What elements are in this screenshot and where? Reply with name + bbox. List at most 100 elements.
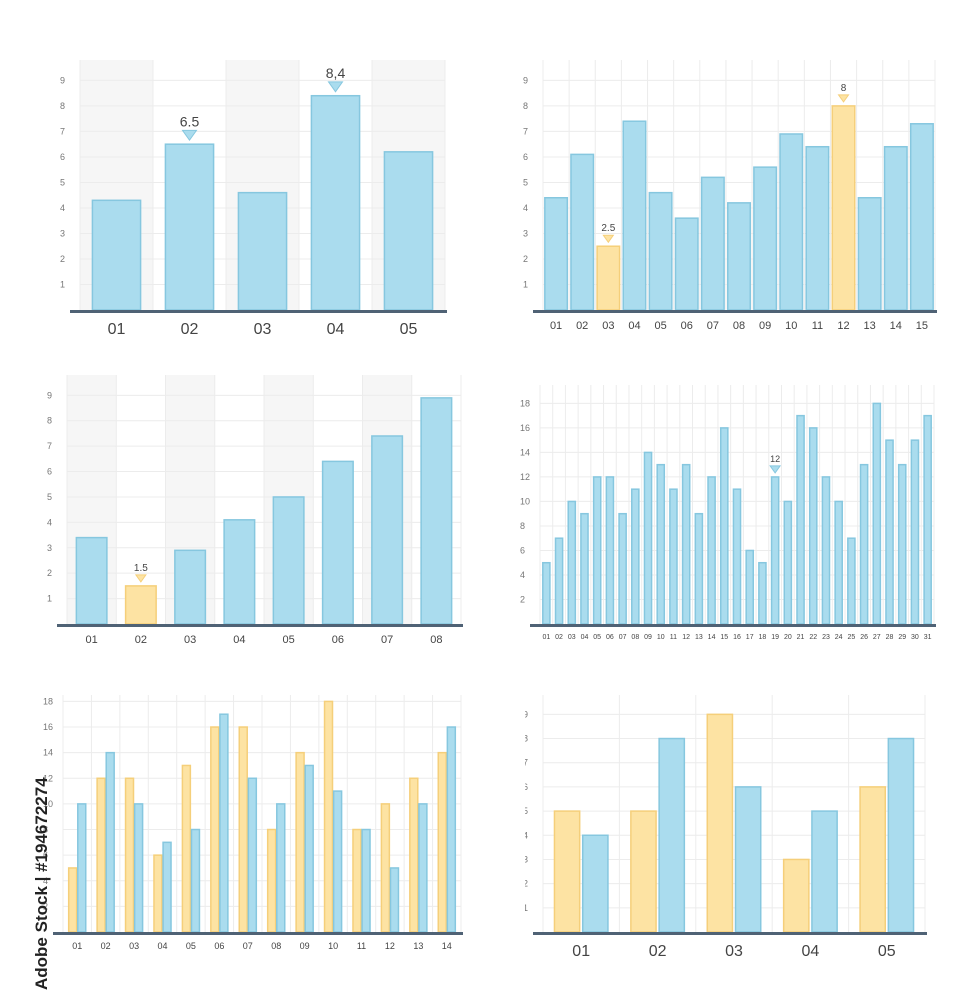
x-tick-label: 10: [328, 941, 338, 951]
bar-31: [923, 414, 932, 625]
bar-blue-09: [304, 764, 314, 933]
x-tick-label: 02: [181, 321, 199, 338]
bar-yellow-02: [630, 810, 657, 933]
y-tick-label: 9: [523, 75, 528, 85]
bar-yellow-08: [266, 828, 277, 933]
bar-07: [618, 512, 627, 625]
bar-yellow-06: [210, 726, 220, 933]
y-tick-label: 8: [520, 521, 525, 531]
y-tick-label: 7: [47, 441, 52, 451]
bar-yellow-07: [238, 726, 248, 933]
x-tick-label: 04: [802, 943, 820, 960]
bar-05: [648, 191, 673, 311]
x-tick-label: 12: [682, 634, 690, 641]
annotation-label: 2.5: [601, 223, 615, 234]
y-tick-label: 5: [523, 177, 528, 187]
bar-19: [770, 476, 780, 625]
y-tick-label: 7: [523, 126, 528, 136]
bar-yellow-01: [67, 867, 78, 933]
x-tick-label: 11: [812, 320, 823, 332]
y-tick-label: 8: [523, 101, 528, 111]
bar-yellow-11: [352, 828, 362, 933]
bar-21: [796, 414, 805, 625]
y-tick-label: 1: [60, 279, 65, 289]
bar-blue-04: [162, 841, 172, 933]
y-tick-label: 18: [520, 398, 530, 408]
y-tick-label: 7: [525, 758, 528, 768]
bar-03: [237, 191, 288, 311]
x-tick-label: 03: [725, 943, 743, 960]
y-tick-label: 6: [60, 152, 65, 162]
y-tick-label: 7: [60, 126, 65, 136]
x-tick-label: 14: [890, 320, 902, 332]
x-tick-label: 05: [593, 634, 601, 641]
y-tick-label: 2: [525, 879, 528, 889]
bar-15: [909, 123, 934, 311]
chart-1-svg: 1 2 3 4 5 6 7 8 9 6.5 8,4 01 02 03 04 05: [60, 60, 447, 338]
bar-11: [669, 488, 678, 625]
y-tick-label: 4: [523, 203, 528, 213]
x-tick-label: 25: [847, 634, 855, 641]
bar-yellow-02: [96, 777, 106, 933]
y-tick-label: 1: [47, 594, 52, 604]
bar-01: [91, 199, 142, 311]
x-tick-label: 07: [707, 320, 719, 332]
bar-04: [580, 512, 589, 625]
x-tick-label: 07: [243, 941, 253, 951]
y-tick-label: 2: [47, 568, 52, 578]
chart-3-svg: 1 2 3 4 5 6 7 8 9 1.5 01 02 03 04 05 06 07 08: [47, 375, 463, 646]
bar-05: [383, 151, 434, 311]
x-tick-label: 14: [708, 634, 716, 641]
y-tick-label: 6: [520, 545, 525, 555]
bar-07: [371, 435, 404, 625]
x-tick-label: 02: [135, 634, 147, 646]
chart-3-eight-bars: 1 2 3 4 5 6 7 8 9 1.5 01 02 03 04 05 06 07 08: [35, 370, 465, 650]
watermark: Adobe Stock | #194672274: [2, 760, 51, 990]
chart-2-fifteen-bars: 1 2 3 4 5 6 7 8 9 2.5 8 01 02 03 04 05 06 07 08 09 10 11 12 13 1…: [515, 55, 940, 345]
bar-blue-14: [446, 726, 457, 933]
x-tick-label: 21: [797, 634, 805, 641]
annotation-label: 6.5: [180, 113, 200, 129]
x-tick-label: 12: [385, 941, 395, 951]
y-tick-label: 6: [47, 467, 52, 477]
x-tick-label: 03: [602, 320, 614, 332]
bar-30: [910, 439, 920, 625]
bar-blue-01: [77, 803, 87, 933]
bar-yellow-12: [380, 803, 391, 933]
bar-yellow-03: [706, 713, 734, 933]
y-tick-label: 8: [47, 416, 52, 426]
bar-blue-03: [734, 786, 762, 933]
annotation-label: 8: [841, 83, 847, 94]
x-tick-label: 01: [542, 634, 550, 641]
y-tick-label: 9: [47, 390, 52, 400]
bar-27: [872, 402, 882, 625]
x-tick-label: 06: [332, 634, 344, 646]
x-tick-label: 26: [860, 634, 868, 641]
x-tick-label: 30: [911, 634, 919, 641]
chart-6-svg: 1 2 3 4 5 6 7 8 9 01 02 03 04 05: [523, 695, 927, 960]
x-tick-label: 27: [873, 634, 881, 641]
x-tick-label: 13: [695, 634, 703, 641]
bar-04: [622, 120, 647, 311]
x-tick-label: 10: [657, 634, 665, 641]
bar-03: [567, 500, 577, 625]
y-tick-label: 8: [525, 734, 528, 744]
x-tick-label: 03: [568, 634, 576, 641]
x-tick-label: 12: [837, 320, 849, 332]
bar-blue-01: [581, 834, 609, 933]
x-tick-label: 31: [924, 634, 932, 641]
bar-blue-04: [811, 810, 838, 933]
x-tick-label: 01: [72, 941, 82, 951]
bar-22: [808, 427, 818, 625]
x-tick-label: 13: [413, 941, 423, 951]
x-tick-label: 06: [606, 634, 614, 641]
y-tick-label: 10: [43, 799, 53, 809]
bar-blue-08: [276, 803, 286, 933]
bar-08: [727, 202, 751, 311]
y-tick-label: 14: [43, 748, 53, 758]
y-tick-label: 2: [43, 901, 48, 911]
bar-01: [544, 197, 569, 311]
annotation-label: 12: [770, 454, 780, 464]
